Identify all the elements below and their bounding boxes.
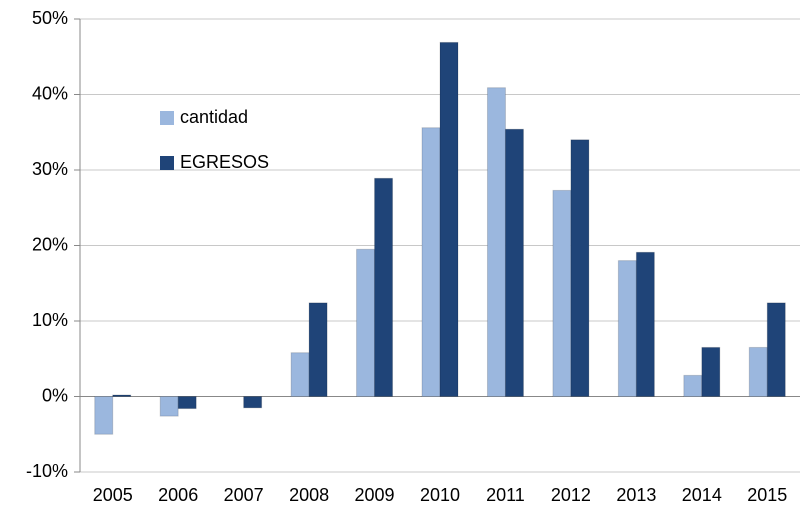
x-tick-label: 2010 [420, 485, 460, 505]
y-tick-label: 10% [32, 310, 68, 330]
bar [421, 127, 441, 397]
bar [683, 374, 703, 397]
bar [701, 346, 721, 397]
y-tick-label: 0% [42, 385, 68, 405]
bar [486, 87, 506, 398]
y-tick-label: 50% [32, 8, 68, 28]
bar [308, 302, 328, 398]
legend-label: EGRESOS [180, 152, 269, 172]
y-tick-label: -10% [26, 461, 68, 481]
x-tick-label: 2013 [616, 485, 656, 505]
x-tick-label: 2007 [224, 485, 264, 505]
bar [552, 189, 572, 397]
bar [177, 396, 197, 410]
bar [159, 396, 179, 417]
x-tick-label: 2009 [355, 485, 395, 505]
bar [570, 139, 590, 398]
legend-swatch [160, 111, 174, 125]
x-tick-label: 2014 [682, 485, 722, 505]
bar [766, 302, 786, 398]
bar [374, 177, 394, 397]
bar [635, 251, 655, 397]
x-tick-label: 2006 [158, 485, 198, 505]
y-tick-label: 40% [32, 83, 68, 103]
y-tick-label: 20% [32, 234, 68, 254]
x-tick-label: 2011 [486, 485, 525, 505]
bar [243, 396, 263, 409]
x-tick-label: 2005 [93, 485, 133, 505]
bar [617, 260, 637, 397]
x-tick-label: 2012 [551, 485, 591, 505]
bar [439, 41, 459, 397]
bar [748, 346, 768, 397]
legend-label: cantidad [180, 107, 248, 127]
bar [356, 248, 376, 397]
legend-swatch [160, 156, 174, 170]
bar [290, 352, 310, 397]
x-tick-label: 2015 [747, 485, 787, 505]
y-tick-label: 30% [32, 159, 68, 179]
bar [94, 396, 114, 435]
x-tick-label: 2008 [289, 485, 329, 505]
bar [112, 394, 132, 397]
bar [504, 128, 524, 397]
